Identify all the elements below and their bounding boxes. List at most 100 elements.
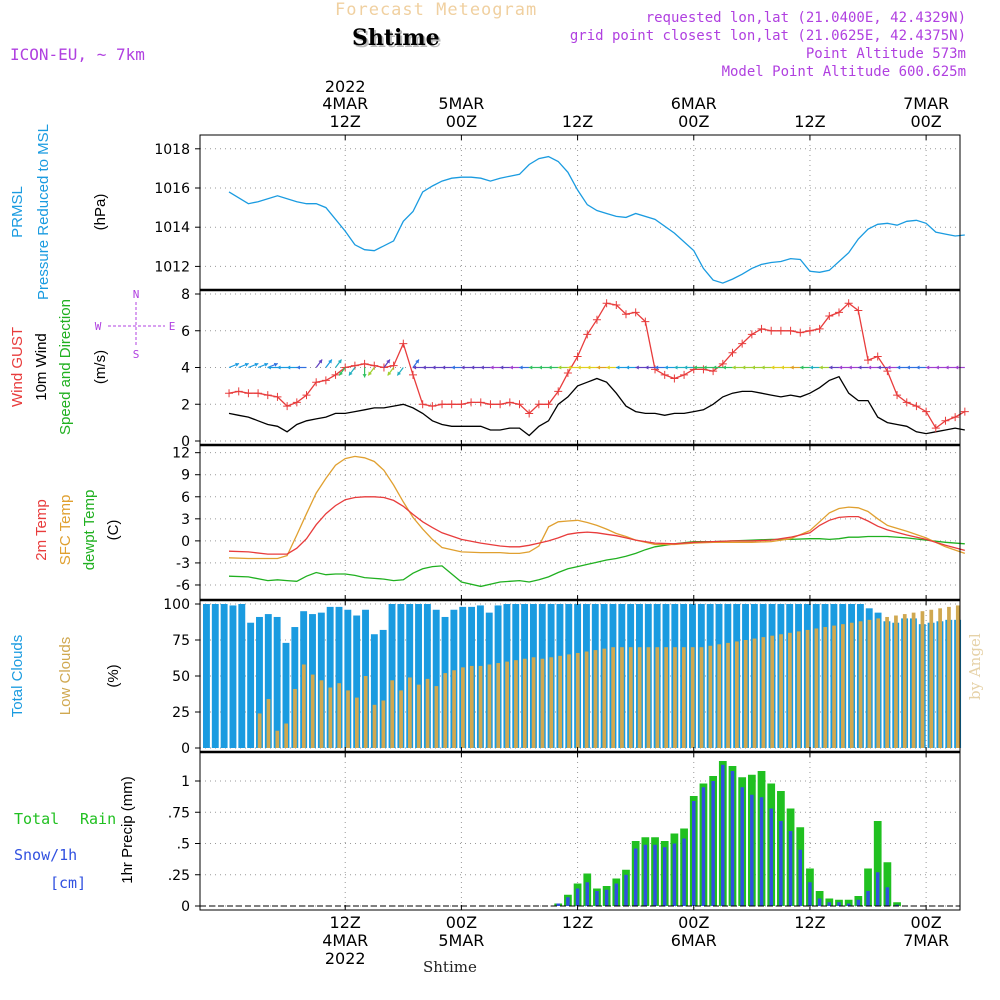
low-cloud-bar [301,664,306,748]
wind-arrow-head [538,365,542,370]
snow-bar [624,874,628,906]
y-tick-label-4: 0 [181,899,190,915]
low-cloud-bar [664,647,669,748]
snow-bar [701,787,706,906]
bottom-date-label: 4MAR [322,931,368,950]
wind-arrow-head [867,365,872,370]
low-cloud-bar [496,663,501,748]
wind-arrow-head [799,365,804,370]
gust-marker [496,400,505,409]
gust-marker [767,326,776,335]
snow-bar [875,872,880,906]
wind-arrow-head [935,365,939,370]
low-cloud-bar [611,647,615,748]
gust-marker [505,398,514,407]
low-cloud-bar [567,654,571,748]
gust-marker [854,306,863,315]
gust-marker [360,359,369,368]
low-cloud-bar [947,606,951,748]
rain-bar [873,821,882,906]
precip-snow-label: Snow/1h [14,846,77,864]
total-cloud-bar [335,606,343,748]
low-cloud-bar [920,611,925,748]
low-cloud-bar [310,674,315,748]
wind-arrow-head [557,365,562,370]
rain-bar [893,902,901,906]
y-tick-label-3: 100 [163,597,190,613]
y-tick-label-0: 1018 [154,142,190,158]
wind-arrow-head [925,365,930,370]
low-cloud-bar [823,627,828,748]
gust-marker [815,324,824,333]
low-cloud-bar [911,612,916,748]
y-tick-label-1: 4 [181,361,190,377]
low-cloud-bar [858,621,863,748]
gust-marker [834,308,843,317]
snow-bar [614,883,619,906]
gust-marker [709,367,718,376]
y-tick-label-4: .5 [177,837,190,853]
wind-arrow-head [387,371,392,376]
gust-marker [399,339,408,348]
low-cloud-bar [646,647,651,748]
gust-marker [660,370,669,379]
top-date-label: 5MAR [438,94,484,113]
wind-arrow-head [499,365,504,370]
y-tick-label-3: 0 [181,741,190,757]
gust-marker [902,398,911,407]
wind-arrow-head [858,365,862,370]
bottom-hour-label: 12Z [562,913,593,932]
gust-marker [689,365,698,374]
y-tick-label-2: -3 [176,556,190,572]
low-cloud-bar [434,686,439,748]
low-cloud-bar [929,609,934,748]
model-altitude: Model Point Altitude 600.625m [721,64,966,80]
compass-north: N [133,288,140,301]
precip-cm-label: [cm] [50,874,86,892]
low-cloud-bar [478,665,483,748]
snow-bar [653,844,657,906]
wind-arrow-head [615,365,620,370]
top-hour-label: 12Z [794,112,825,131]
wind-arrow-head [490,365,494,370]
low-cloud-bar [381,700,386,748]
data-layer [200,155,969,907]
y-tick-label-0: 1012 [154,259,190,275]
precip-rain-label: Rain [80,810,116,828]
gust-marker [747,330,756,339]
total-cloud-bar [203,604,210,748]
rain-bar [844,899,853,906]
gust-marker [583,330,592,339]
low-cloud-bar [328,687,333,748]
low-cloud-bar [337,683,342,748]
point-altitude: Point Altitude 573m [805,46,966,62]
low-cloud-bar [319,680,324,748]
wind-arrow-head [906,365,910,370]
gust-marker [331,370,340,379]
low-cloud-bar [390,680,395,748]
gust-marker [844,299,853,308]
wind-arrow-head [328,359,332,364]
total-cloud-bar [238,604,246,748]
top-hour-label: 12Z [562,112,593,131]
total-cloud-bar [229,605,237,748]
total-cloud-bar [326,606,334,748]
bottom-station-label: Shtime [423,958,477,976]
gust-marker [621,310,630,319]
low-cloud-bar [788,632,792,748]
low-cloud-bar [399,690,403,748]
low-cloud-bar [452,670,456,748]
gust-marker [467,398,476,407]
low-cloud-bar [575,652,580,748]
low-cloud-bar [955,605,960,748]
wind-arrow-head [790,365,794,370]
snow-bar [662,847,667,906]
requested-coords: requested lon,lat (21.0400E, 42.4329N) [645,10,966,26]
wind-arrow-head [635,365,639,370]
compass-west: W [95,320,102,333]
total-cloud-bar [423,604,431,748]
gust-marker [554,387,563,396]
t2m-line [228,496,965,555]
wind-arrow-head [809,365,814,370]
gust-marker [728,348,737,357]
